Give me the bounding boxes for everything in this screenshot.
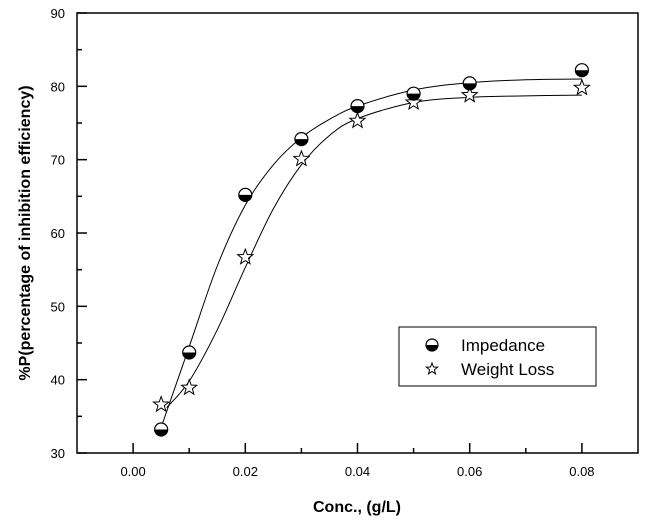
legend-weight-loss-marker xyxy=(424,361,440,376)
y-axis-title: %P(percentage of inhibition efficiency) xyxy=(17,85,34,380)
marker-fill xyxy=(575,70,589,77)
weight-loss-point xyxy=(348,111,367,129)
y-tick-label: 90 xyxy=(51,6,65,21)
marker-fill xyxy=(238,194,252,202)
weight-loss-point xyxy=(152,395,171,413)
impedance-point xyxy=(294,132,309,147)
y-tick-label: 40 xyxy=(51,373,65,388)
marker-fill xyxy=(351,106,364,113)
y-tick-label: 60 xyxy=(51,226,65,241)
impedance-point xyxy=(574,63,590,78)
y-tick-label: 70 xyxy=(51,153,65,168)
marker-fill xyxy=(154,429,168,437)
y-tick-label: 30 xyxy=(51,446,65,461)
weight-loss-point xyxy=(292,149,311,167)
marker-fill xyxy=(426,345,438,351)
x-tick-label: 0.06 xyxy=(457,464,482,479)
legend-impedance-marker xyxy=(425,338,439,352)
weight-loss-point xyxy=(572,78,591,96)
marker-fill xyxy=(407,93,421,101)
x-axis-title: Conc., (g/L) xyxy=(313,499,401,516)
legend-label-impedance: Impedance xyxy=(461,336,545,355)
y-tick-label: 50 xyxy=(51,299,65,314)
x-tick-label: 0.04 xyxy=(345,464,370,479)
weight-loss-point xyxy=(236,247,255,265)
marker-fill xyxy=(463,83,477,90)
impedance-point xyxy=(182,345,197,360)
marker-fill xyxy=(182,352,196,360)
y-axis: 30 40 50 60 70 80 90 xyxy=(51,6,87,461)
marker-fill xyxy=(294,139,308,146)
legend: Impedance Weight Loss xyxy=(398,326,597,387)
impedance-point xyxy=(406,86,421,101)
y-tick-label: 80 xyxy=(51,79,65,94)
weight-loss-point xyxy=(460,85,479,103)
data-marks xyxy=(152,63,591,437)
impedance-point xyxy=(238,187,253,202)
x-axis: 0.00 0.02 0.04 0.06 0.08 xyxy=(120,443,595,479)
x-tick-label: 0.08 xyxy=(569,464,594,479)
legend-label-weight-loss: Weight Loss xyxy=(461,360,554,379)
weight-loss-point xyxy=(404,93,423,111)
impedance-point xyxy=(462,76,477,91)
impedance-point xyxy=(154,422,169,437)
legend-box xyxy=(398,326,597,387)
x-tick-label: 0.00 xyxy=(120,464,145,479)
x-tick-label: 0.02 xyxy=(233,464,258,479)
weight-loss-point xyxy=(180,378,199,396)
impedance-point xyxy=(350,99,365,114)
